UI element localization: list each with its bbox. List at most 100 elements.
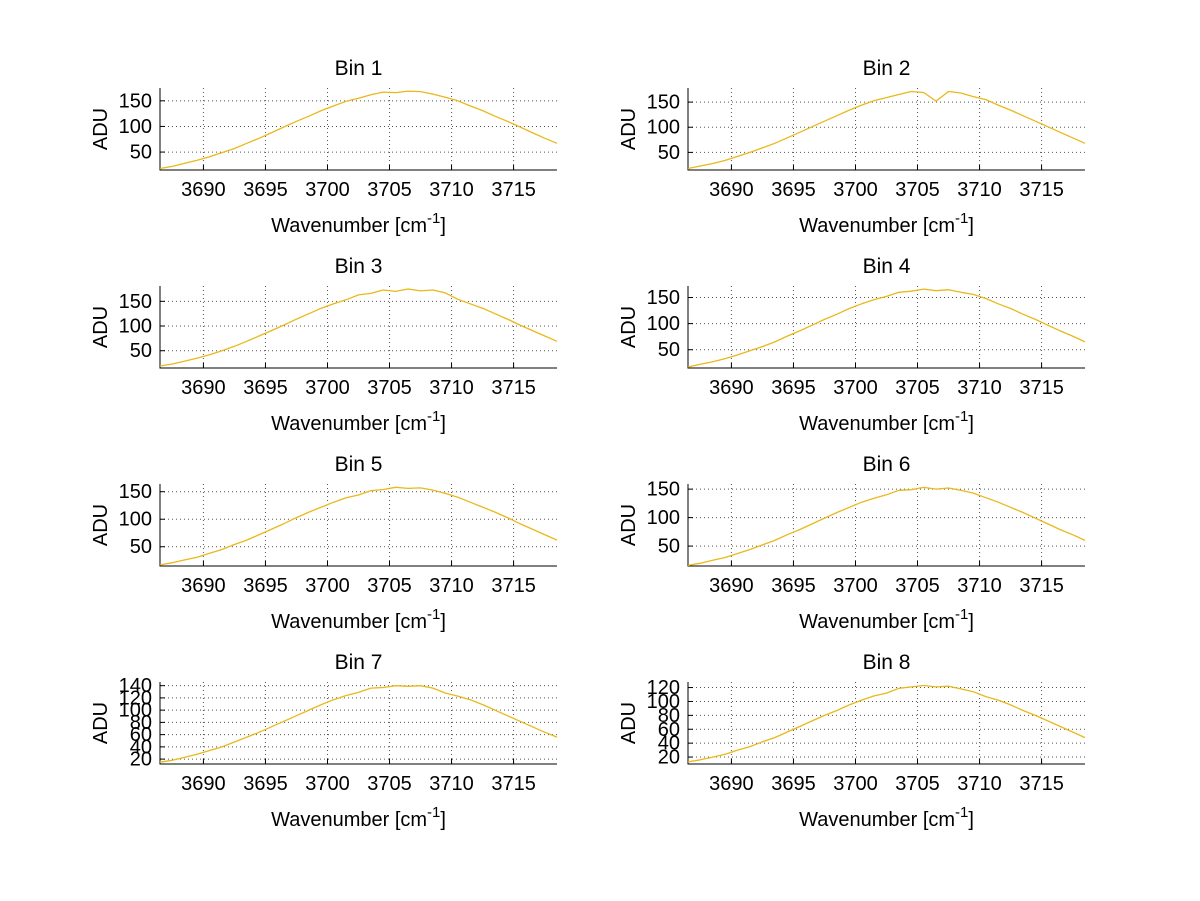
x-tick-label: 3705 — [895, 377, 940, 399]
x-tick-label: 3715 — [1019, 575, 1064, 597]
x-tick-label: 3695 — [243, 773, 288, 795]
x-tick-label: 3700 — [833, 179, 878, 201]
x-tick-label: 3715 — [1019, 179, 1064, 201]
x-tick-label: 3700 — [833, 377, 878, 399]
x-tick-label: 3715 — [1019, 773, 1064, 795]
chart-canvas: Bin 5 50 100 150 3690 3695 3700 3705 3710 3715 ADU… — [90, 453, 558, 633]
y-tick-label: 100 — [647, 691, 680, 713]
x-axis-label: Wavenumber [cm-1] — [799, 804, 974, 831]
x-tick-label: 3700 — [305, 179, 350, 201]
x-tick-label: 3710 — [429, 377, 474, 399]
x-tick-label: 3695 — [771, 377, 816, 399]
x-tick-label: 3715 — [491, 179, 536, 201]
chart-canvas: Bin 1 50 100 150 3690 3695 3700 3705 3710 3715 ADU… — [90, 57, 558, 237]
x-tick-label: 3690 — [709, 179, 754, 201]
x-tick-label: 3705 — [367, 377, 412, 399]
axes-box — [687, 88, 1085, 171]
chart-title: Bin 3 — [335, 255, 383, 278]
y-tick-label: 50 — [658, 339, 680, 361]
spectrum-line — [159, 288, 558, 367]
y-tick-label: 40 — [130, 736, 152, 758]
subplot-grid: Bin 1 50 100 150 3690 3695 3700 3705 3710 3715 ADU… — [90, 55, 1146, 846]
y-axis-label: ADU — [618, 504, 640, 546]
x-tick-label: 3695 — [243, 575, 288, 597]
subplot-bin-3: Bin 3 50 100 150 3690 3695 3700 3705 3710 3715 ADU… — [90, 253, 618, 450]
y-tick-label: 150 — [119, 291, 152, 313]
x-tick-label: 3705 — [367, 575, 412, 597]
y-axis-label: ADU — [90, 702, 112, 744]
axes-box — [159, 88, 557, 171]
subplot-bin-8: Bin 8 20 40 60 80 100 120 3690 3695 3700 3705 3710 3… — [618, 649, 1146, 846]
x-tick-label: 3690 — [181, 377, 226, 399]
y-tick-label: 60 — [130, 724, 152, 746]
spectrum-line — [687, 288, 1086, 368]
x-tick-label: 3695 — [243, 377, 288, 399]
x-tick-label: 3705 — [895, 773, 940, 795]
chart-title: Bin 7 — [335, 651, 383, 674]
x-tick-label: 3710 — [957, 773, 1002, 795]
y-tick-label: 150 — [119, 90, 152, 112]
y-tick-label: 50 — [658, 142, 680, 164]
x-tick-label: 3690 — [709, 575, 754, 597]
x-tick-label: 3715 — [1019, 377, 1064, 399]
chart-title: Bin 4 — [863, 255, 911, 278]
x-tick-label: 3700 — [305, 575, 350, 597]
x-tick-label: 3690 — [181, 773, 226, 795]
spectrum-line — [687, 684, 1086, 763]
subplot-bin-5: Bin 5 50 100 150 3690 3695 3700 3705 3710 3715 ADU… — [90, 451, 618, 648]
x-tick-label: 3700 — [305, 377, 350, 399]
chart-title: Bin 2 — [863, 57, 911, 80]
chart-canvas: Bin 4 50 100 150 3690 3695 3700 3705 3710 3715 ADU… — [618, 255, 1086, 435]
x-tick-label: 3710 — [429, 179, 474, 201]
x-tick-label: 3710 — [957, 377, 1002, 399]
subplot-bin-7: Bin 7 20 40 60 80 100 120 140 3690 3695 3700 3705 37… — [90, 649, 618, 846]
y-tick-label: 60 — [658, 719, 680, 741]
x-axis-label: Wavenumber [cm-1] — [799, 210, 974, 237]
axes-box — [159, 484, 557, 567]
chart-canvas: Bin 2 50 100 150 3690 3695 3700 3705 3710 3715 ADU… — [618, 57, 1086, 237]
y-tick-label: 140 — [119, 675, 152, 697]
x-tick-label: 3690 — [181, 575, 226, 597]
y-tick-label: 100 — [119, 509, 152, 531]
x-tick-label: 3710 — [957, 575, 1002, 597]
chart-title: Bin 6 — [863, 453, 911, 476]
x-tick-label: 3715 — [491, 575, 536, 597]
y-axis-label: ADU — [90, 306, 112, 348]
y-tick-label: 50 — [130, 142, 152, 164]
x-tick-label: 3695 — [771, 179, 816, 201]
y-axis-label: ADU — [618, 108, 640, 150]
x-tick-label: 3700 — [833, 575, 878, 597]
y-tick-label: 40 — [658, 733, 680, 755]
subplot-bin-6: Bin 6 50 100 150 3690 3695 3700 3705 3710 3715 ADU… — [618, 451, 1146, 648]
x-axis-label: Wavenumber [cm-1] — [799, 606, 974, 633]
x-tick-label: 3695 — [243, 179, 288, 201]
y-tick-label: 150 — [647, 287, 680, 309]
spectrum-line — [687, 90, 1086, 170]
subplot-bin-2: Bin 2 50 100 150 3690 3695 3700 3705 3710 3715 ADU… — [618, 55, 1146, 252]
chart-title: Bin 1 — [335, 57, 383, 80]
y-tick-label: 150 — [647, 92, 680, 114]
y-tick-label: 80 — [658, 705, 680, 727]
axes-box — [159, 286, 557, 369]
subplot-bin-1: Bin 1 50 100 150 3690 3695 3700 3705 3710 3715 ADU… — [90, 55, 618, 252]
x-tick-label: 3695 — [771, 575, 816, 597]
chart-title: Bin 5 — [335, 453, 383, 476]
x-tick-label: 3710 — [429, 773, 474, 795]
x-axis-label: Wavenumber [cm-1] — [271, 210, 446, 237]
spectrum-line — [159, 486, 558, 566]
axes-box — [687, 484, 1085, 567]
spectrum-line — [687, 486, 1086, 567]
y-axis-label: ADU — [90, 504, 112, 546]
y-axis-label: ADU — [90, 108, 112, 150]
x-tick-label: 3715 — [491, 377, 536, 399]
x-tick-label: 3700 — [305, 773, 350, 795]
x-tick-label: 3710 — [957, 179, 1002, 201]
x-tick-label: 3690 — [709, 773, 754, 795]
y-tick-label: 150 — [647, 479, 680, 501]
x-tick-label: 3690 — [181, 179, 226, 201]
spectrum-line — [159, 685, 558, 763]
chart-title: Bin 8 — [863, 651, 911, 674]
